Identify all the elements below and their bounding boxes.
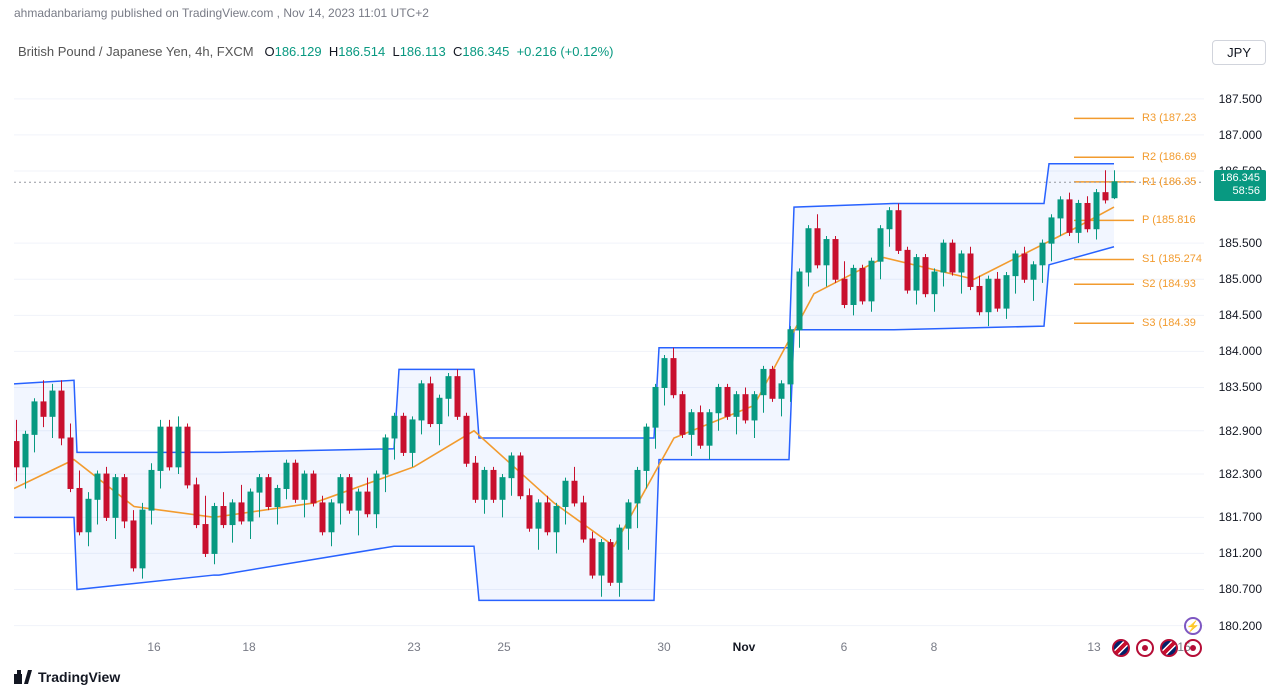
- publish-header: ahmadanbariamg published on TradingView.…: [14, 6, 429, 20]
- interval: 4h: [195, 44, 209, 59]
- currency-selector[interactable]: JPY: [1212, 40, 1266, 65]
- indicator-legend-icons: ⚡: [1184, 617, 1202, 635]
- pivot-R1: R1 (186.35: [1142, 176, 1196, 188]
- low-val: 186.113: [400, 44, 446, 59]
- change-val: +0.216: [517, 44, 557, 59]
- dot-icon: [1184, 639, 1202, 657]
- publisher: ahmadanbariamg: [14, 6, 107, 20]
- high-val: 186.514: [338, 44, 385, 59]
- ytick: 180.200: [1219, 619, 1262, 633]
- pivot-S2: S2 (184.93: [1142, 278, 1196, 290]
- bolt-icon[interactable]: ⚡: [1184, 617, 1202, 635]
- ytick: 183.500: [1219, 380, 1262, 394]
- ytick: 187.500: [1219, 92, 1262, 106]
- xtick: 30: [657, 640, 670, 654]
- close-val: 186.345: [462, 44, 509, 59]
- ytick: 181.200: [1219, 546, 1262, 560]
- pivot-S1: S1 (185.274: [1142, 253, 1202, 265]
- ytick: 185.000: [1219, 272, 1262, 286]
- ytick: 185.500: [1219, 236, 1262, 250]
- ytick: 180.700: [1219, 582, 1262, 596]
- xtick: 23: [407, 640, 420, 654]
- time-axis[interactable]: 1618232530Nov681315: [14, 640, 1204, 660]
- xtick: 18: [242, 640, 255, 654]
- ytick: 184.000: [1219, 344, 1262, 358]
- ytick: 187.000: [1219, 128, 1262, 142]
- xtick: 6: [841, 640, 848, 654]
- xtick: 25: [497, 640, 510, 654]
- price-axis[interactable]: 187.500187.000186.500185.500185.000184.5…: [1206, 70, 1266, 640]
- chart-canvas[interactable]: [14, 70, 1204, 640]
- timestamp: Nov 14, 2023 11:01 UTC+2: [283, 6, 429, 20]
- dot-icon: [1136, 639, 1154, 657]
- pivot-R3: R3 (187.23: [1142, 112, 1196, 124]
- pivot-R2: R2 (186.69: [1142, 151, 1196, 163]
- last-price-flag: 186.345 58:56: [1214, 170, 1266, 200]
- site: TradingView.com: [182, 6, 273, 20]
- uk-flag-icon: [1160, 639, 1178, 657]
- tradingview-logo[interactable]: TradingView: [14, 669, 120, 685]
- open-val: 186.129: [275, 44, 322, 59]
- pivot-P: P (185.816: [1142, 214, 1196, 226]
- xtick: Nov: [733, 640, 756, 654]
- ytick: 184.500: [1219, 308, 1262, 322]
- change-pct: +0.12%: [565, 44, 609, 59]
- uk-flag-icon: [1112, 639, 1130, 657]
- xtick: 16: [147, 640, 160, 654]
- indicator-legend-icons-2: [1112, 639, 1202, 657]
- xtick: 8: [931, 640, 938, 654]
- pivot-S3: S3 (184.39: [1142, 317, 1196, 329]
- xtick: 13: [1087, 640, 1100, 654]
- broker: FXCM: [217, 44, 254, 59]
- ytick: 181.700: [1219, 510, 1262, 524]
- ytick: 182.900: [1219, 424, 1262, 438]
- pair-name: British Pound / Japanese Yen: [18, 44, 188, 59]
- ytick: 182.300: [1219, 467, 1262, 481]
- symbol-legend[interactable]: British Pound / Japanese Yen, 4h, FXCM O…: [18, 44, 613, 59]
